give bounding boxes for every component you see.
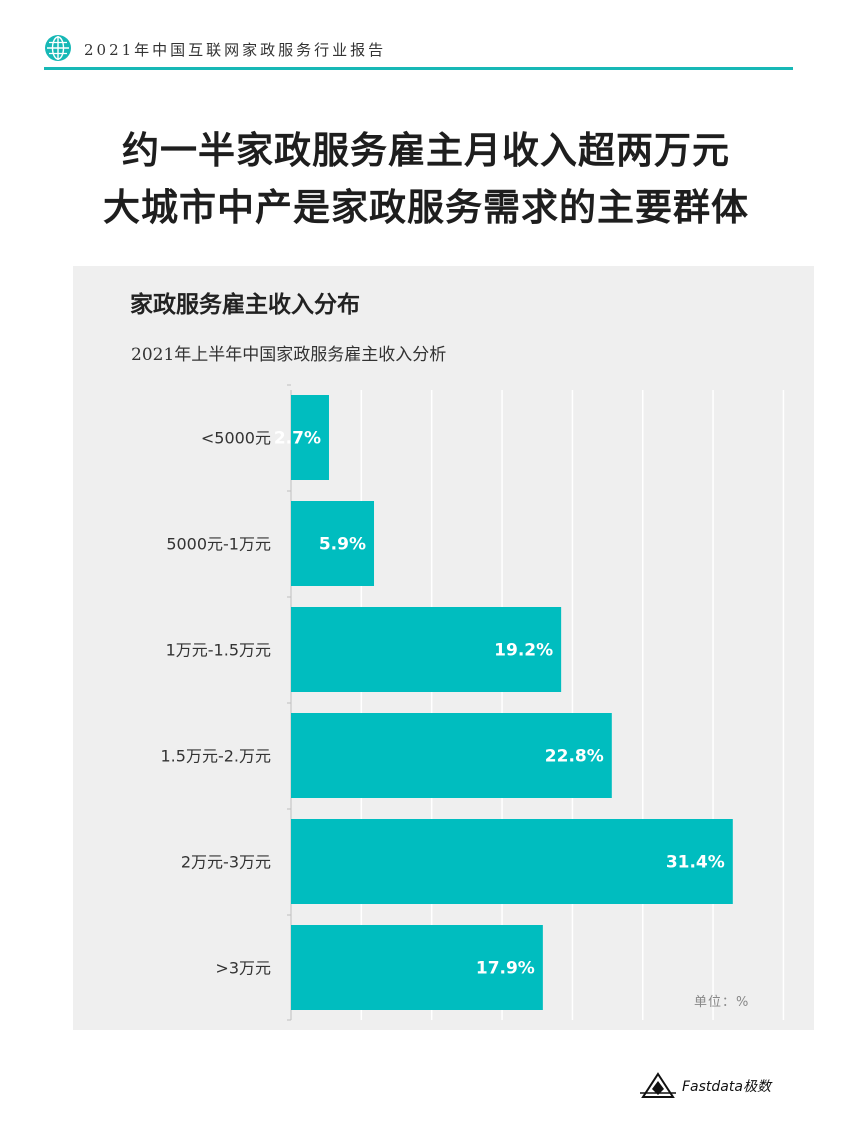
- bar: [291, 607, 562, 692]
- data-label: 17.9%: [476, 959, 535, 979]
- bar: [291, 925, 543, 1010]
- bar: [291, 395, 329, 480]
- fastdata-logo: Fastdata极数: [640, 1071, 800, 1101]
- chart-subtitle: 2021年上半年中国家政服务雇主收入分析: [131, 345, 447, 365]
- data-label: 19.2%: [494, 641, 553, 661]
- unit-note: 单位：%: [694, 995, 750, 1010]
- header-divider: [44, 67, 793, 70]
- data-label: 2.7%: [274, 429, 321, 449]
- page-title-line-2: 大城市中产是家政服务需求的主要群体: [103, 186, 749, 229]
- bar: [291, 501, 375, 586]
- chart-title: 家政服务雇主收入分布: [130, 292, 360, 318]
- page-title-line-1: 约一半家政服务雇主月收入超两万元: [122, 129, 730, 172]
- globe-icon: [45, 35, 71, 61]
- fastdata-logo-icon: [640, 1072, 676, 1098]
- category-label: 1万元-1.5万元: [166, 641, 271, 660]
- data-label: 31.4%: [666, 853, 725, 873]
- category-label: 2万元-3万元: [181, 853, 271, 872]
- category-label: 5000元-1万元: [166, 535, 271, 554]
- category-label: <5000元: [201, 429, 271, 448]
- data-label: 5.9%: [319, 535, 366, 555]
- bar: [291, 819, 733, 904]
- category-label: >3万元: [215, 959, 271, 978]
- category-label: 1.5万元-2.万元: [161, 747, 272, 766]
- brand-name: Fastdata极数: [682, 1079, 771, 1095]
- data-label: 22.8%: [545, 747, 604, 767]
- report-title: 2021年中国互联网家政服务行业报告: [84, 41, 387, 59]
- report-header: 2021年中国互联网家政服务行业报告: [44, 30, 793, 68]
- bar: [291, 713, 612, 798]
